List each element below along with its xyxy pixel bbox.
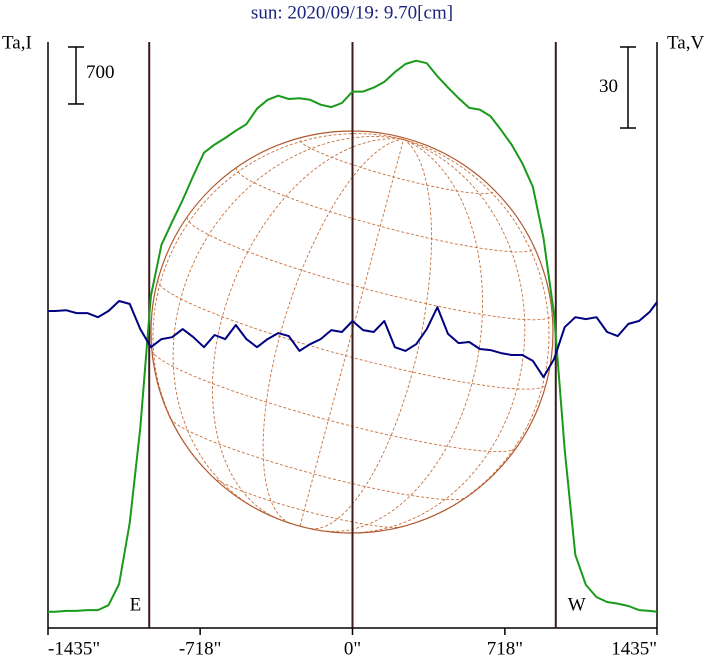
limb-label: W <box>568 594 586 615</box>
x-tick-label: 0" <box>344 638 361 659</box>
x-tick-label: -1435" <box>48 638 100 659</box>
scale-bar-label: 30 <box>599 76 618 97</box>
scale-bar-label: 700 <box>86 62 115 83</box>
disk-grid-line <box>262 138 404 524</box>
x-tick-label: -718" <box>179 638 222 659</box>
disk-grid-line <box>151 350 517 453</box>
x-tick-label: 1435" <box>611 638 657 659</box>
disk-grid-line <box>170 417 467 501</box>
disk-grid-line <box>152 133 404 461</box>
disk-grid-line <box>212 138 404 518</box>
disk-grid-line <box>344 138 526 534</box>
limb-label: E <box>130 594 142 615</box>
disk-grid-line <box>172 136 404 510</box>
disk-grid-line <box>212 476 401 528</box>
chart-title: sun: 2020/09/19: 9.70[cm] <box>251 2 453 23</box>
x-tick-label: 718" <box>487 638 523 659</box>
disk-grid-line <box>310 138 432 530</box>
disk-grid-line <box>326 138 484 532</box>
disk-grid-line <box>235 167 535 253</box>
disk-grid-line <box>157 280 547 390</box>
disk-grid-line <box>299 136 495 195</box>
disk-grid-line <box>403 138 550 521</box>
y2-axis-label: Ta,V <box>667 32 704 53</box>
data-line <box>48 300 658 379</box>
y-axis-label: Ta,I <box>2 32 32 53</box>
disk-grid-line <box>299 139 405 527</box>
disk-grid-line <box>186 217 553 321</box>
